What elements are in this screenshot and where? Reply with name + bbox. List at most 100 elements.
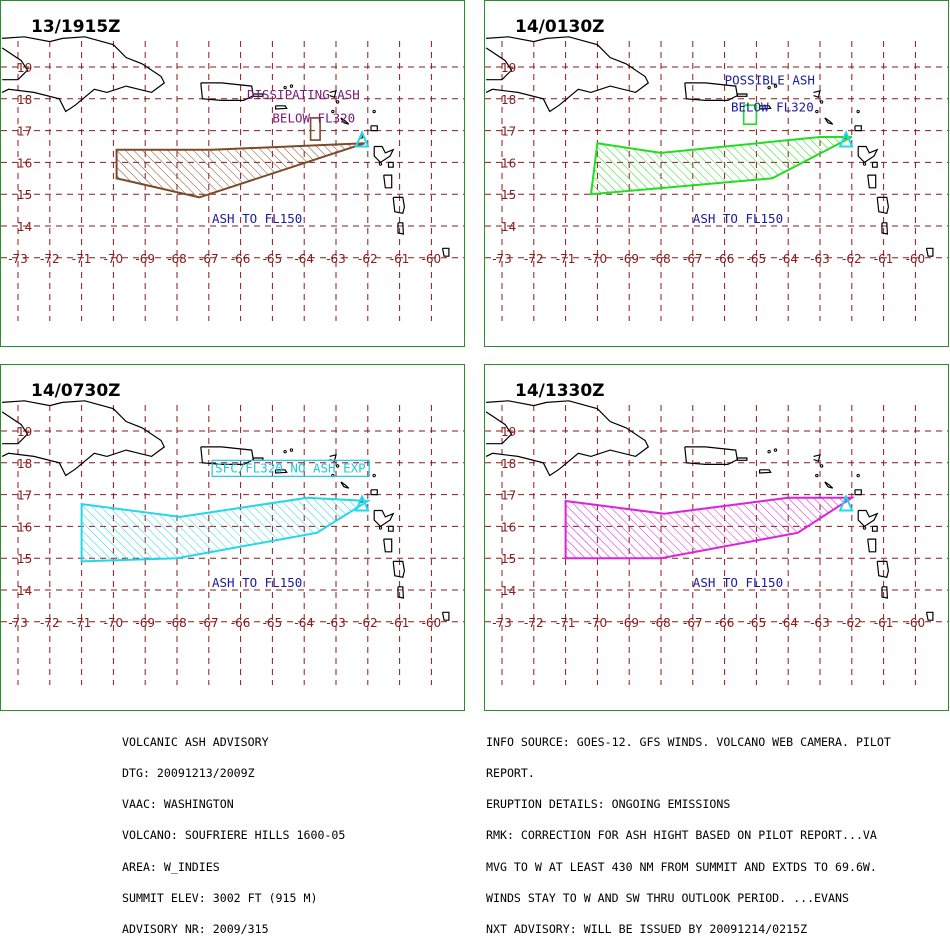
axis-tick-labels: -73 -72 -71 -70 -69 -68 -67 -66 -65 -64 -63 -62 -61-… — [492, 425, 925, 630]
island-speck — [767, 449, 771, 454]
longitude-tick-label: -60 — [906, 616, 926, 630]
forecast-panel-4: 14/1330Z -73 -72 -71 -70 -69 -68 -67 -66 -65 -64-… — [484, 364, 949, 711]
advisory-line: DTG: 20091213/2009Z — [122, 766, 255, 781]
latitude-tick-label: 14 — [17, 220, 32, 234]
advisory-remarks-text: INFO SOURCE: GOES-12. GFS WINDS. VOLCANO… — [486, 716, 891, 945]
longitude-tick-label: -72 — [524, 252, 544, 266]
forecast-panel-3: 14/0730Z -73 -72 -71 -70 -69 -68 -67 -66 -65 -64-… — [0, 364, 465, 711]
coastline-segment — [1, 47, 29, 81]
longitude-tick-label: -67 — [199, 616, 219, 630]
coastline-segment — [881, 586, 889, 599]
coastline-segment — [813, 453, 821, 462]
longitude-tick-label: -70 — [588, 616, 608, 630]
longitude-tick-label: -68 — [167, 616, 187, 630]
latitude-tick-label: 18 — [17, 457, 32, 471]
island-speck — [335, 100, 340, 104]
longitude-tick-label: -64 — [294, 252, 314, 266]
coastline-segment — [824, 117, 834, 125]
ash-annotation-label: BELOW FL320 — [272, 111, 355, 126]
coastline-segment — [867, 174, 877, 189]
coastline-segment — [876, 560, 890, 579]
longitude-tick-label: -70 — [104, 616, 124, 630]
advisory-line: ADVISORY NR: 2009/315 — [122, 922, 269, 937]
forecast-panel-1: 13/1915Z -73 -72 -71 -70 -69 -68 -67 -66 -65 -64-… — [0, 0, 465, 347]
latitude-tick-label: 15 — [501, 552, 516, 566]
coastline-segment — [759, 105, 772, 110]
longitude-tick-label: -60 — [906, 252, 926, 266]
longitude-tick-label: -62 — [842, 616, 862, 630]
axis-tick-labels: -73 -72 -71 -70 -69 -68 -67 -66 -65 -64 -63 -62 -61-… — [492, 61, 925, 266]
longitude-tick-label: -63 — [810, 252, 830, 266]
longitude-tick-label: -65 — [747, 252, 767, 266]
coastline-segment — [252, 93, 264, 97]
ash-cloud-polygon — [564, 496, 856, 560]
advisory-line: ERUPTION DETAILS: ONGOING EMISSIONS — [486, 797, 731, 812]
coastline-segment — [370, 125, 378, 132]
latitude-tick-label: 15 — [17, 552, 32, 566]
coastline-segment — [759, 469, 772, 474]
ash-cloud-small-polygon — [309, 117, 321, 141]
longitude-tick-label: -64 — [294, 616, 314, 630]
advisory-header-text: VOLCANIC ASH ADVISORY DTG: 20091213/2009… — [122, 716, 345, 945]
coastline-segment — [684, 82, 738, 101]
island-speck — [856, 109, 860, 114]
island-speck — [289, 448, 294, 452]
coastline-segment — [392, 196, 406, 215]
coastline-segment — [881, 222, 889, 235]
volcano-icon — [354, 129, 370, 148]
coastline-segment — [857, 509, 879, 528]
island-speck — [378, 526, 383, 530]
latitude-tick-label: 18 — [501, 457, 516, 471]
coastline-segment — [867, 538, 877, 553]
island-speck — [815, 109, 819, 114]
latitude-tick-label: 16 — [501, 520, 516, 534]
longitude-tick-label: -71 — [72, 252, 92, 266]
longitude-tick-label: -73 — [8, 252, 28, 266]
axis-tick-labels: -73 -72 -71 -70 -69 -68 -67 -66 -65 -64 -63 -62 -61-… — [8, 61, 441, 266]
coastline-segment — [736, 457, 748, 461]
ash-map-3: -73 -72 -71 -70 -69 -68 -67 -66 -65 -64 -63 -62 -61-… — [1, 400, 464, 685]
island-speck — [289, 84, 294, 88]
coastline-segment — [1, 400, 166, 477]
coastline-segment — [340, 481, 350, 489]
latitude-tick-label: 15 — [501, 188, 516, 202]
coastline-segment — [275, 105, 288, 110]
longitude-tick-label: -60 — [422, 616, 442, 630]
island-speck — [331, 109, 335, 114]
island-speck — [773, 84, 778, 88]
longitude-tick-label: -72 — [40, 252, 60, 266]
island-speck — [819, 464, 824, 468]
ash-annotation-label: ASH TO FL150 — [693, 211, 783, 226]
longitude-tick-label: -62 — [358, 616, 378, 630]
forecast-panel-2: 14/0130Z -73 -72 -71 -70 -69 -68 -67 -66 -65 -64-… — [484, 0, 949, 347]
latitude-tick-label: 17 — [17, 125, 32, 139]
longitude-tick-label: -65 — [747, 616, 767, 630]
latitude-tick-label: 18 — [17, 93, 32, 107]
longitude-tick-label: -66 — [715, 252, 735, 266]
longitude-tick-label: -73 — [492, 252, 512, 266]
advisory-line: VOLCANIC ASH ADVISORY — [122, 734, 269, 749]
volcano-icon — [838, 129, 854, 148]
longitude-tick-label: -71 — [72, 616, 92, 630]
longitude-tick-label: -68 — [167, 252, 187, 266]
advisory-line: RMK: CORRECTION FOR ASH HIGHT BASED ON P… — [486, 828, 877, 843]
ash-cloud-polygon — [589, 136, 853, 196]
longitude-tick-label: -61 — [874, 252, 894, 266]
panel-title: 14/0730Z — [31, 381, 121, 401]
longitude-tick-label: -66 — [231, 616, 251, 630]
coastline-segment — [854, 125, 862, 132]
latitude-tick-label: 14 — [501, 220, 516, 234]
longitude-tick-label: -70 — [588, 252, 608, 266]
longitude-tick-label: -64 — [778, 616, 798, 630]
advisory-line: WINDS STAY TO W AND SW THRU OUTLOOK PERI… — [486, 890, 849, 905]
coastline-segment — [485, 411, 513, 445]
coastline-segment — [925, 247, 934, 257]
ash-map-2: -73 -72 -71 -70 -69 -68 -67 -66 -65 -64 -63 -62 -61-… — [485, 36, 948, 321]
longitude-tick-label: -70 — [104, 252, 124, 266]
coastline-segment — [871, 161, 878, 168]
coastline-segment — [383, 538, 393, 553]
longitude-tick-label: -60 — [422, 252, 442, 266]
island-speck — [283, 449, 287, 454]
coastline-segment — [392, 560, 406, 579]
island-speck — [862, 526, 867, 530]
